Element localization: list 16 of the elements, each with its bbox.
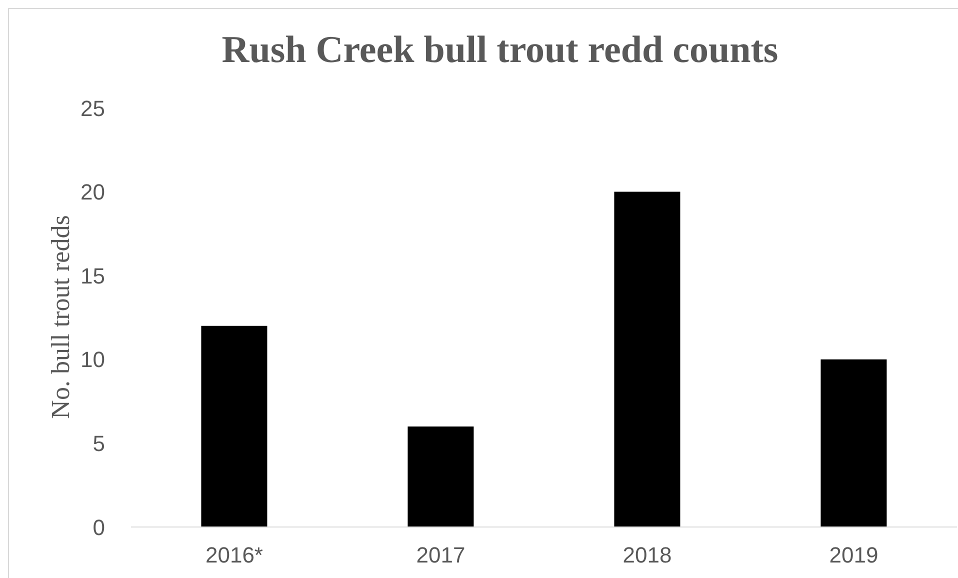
y-axis-title: No. bull trout redds bbox=[46, 215, 76, 419]
y-tick-label: 25 bbox=[80, 96, 105, 121]
y-tick-label: 0 bbox=[92, 514, 105, 540]
bar bbox=[201, 326, 268, 527]
bar bbox=[408, 426, 474, 527]
bar bbox=[820, 359, 887, 527]
x-tick-label: 2019 bbox=[829, 542, 878, 568]
y-tick-label: 5 bbox=[92, 431, 105, 456]
y-tick-label: 15 bbox=[80, 263, 105, 288]
x-tick-label: 2018 bbox=[622, 542, 672, 568]
chart-title: Rush Creek bull trout redd counts bbox=[220, 28, 780, 72]
y-tick-label: 20 bbox=[80, 180, 105, 205]
x-tick-label: 2017 bbox=[416, 542, 466, 568]
x-tick-label: 2016* bbox=[205, 542, 264, 568]
bar bbox=[614, 192, 680, 527]
y-tick-label: 10 bbox=[80, 347, 105, 372]
